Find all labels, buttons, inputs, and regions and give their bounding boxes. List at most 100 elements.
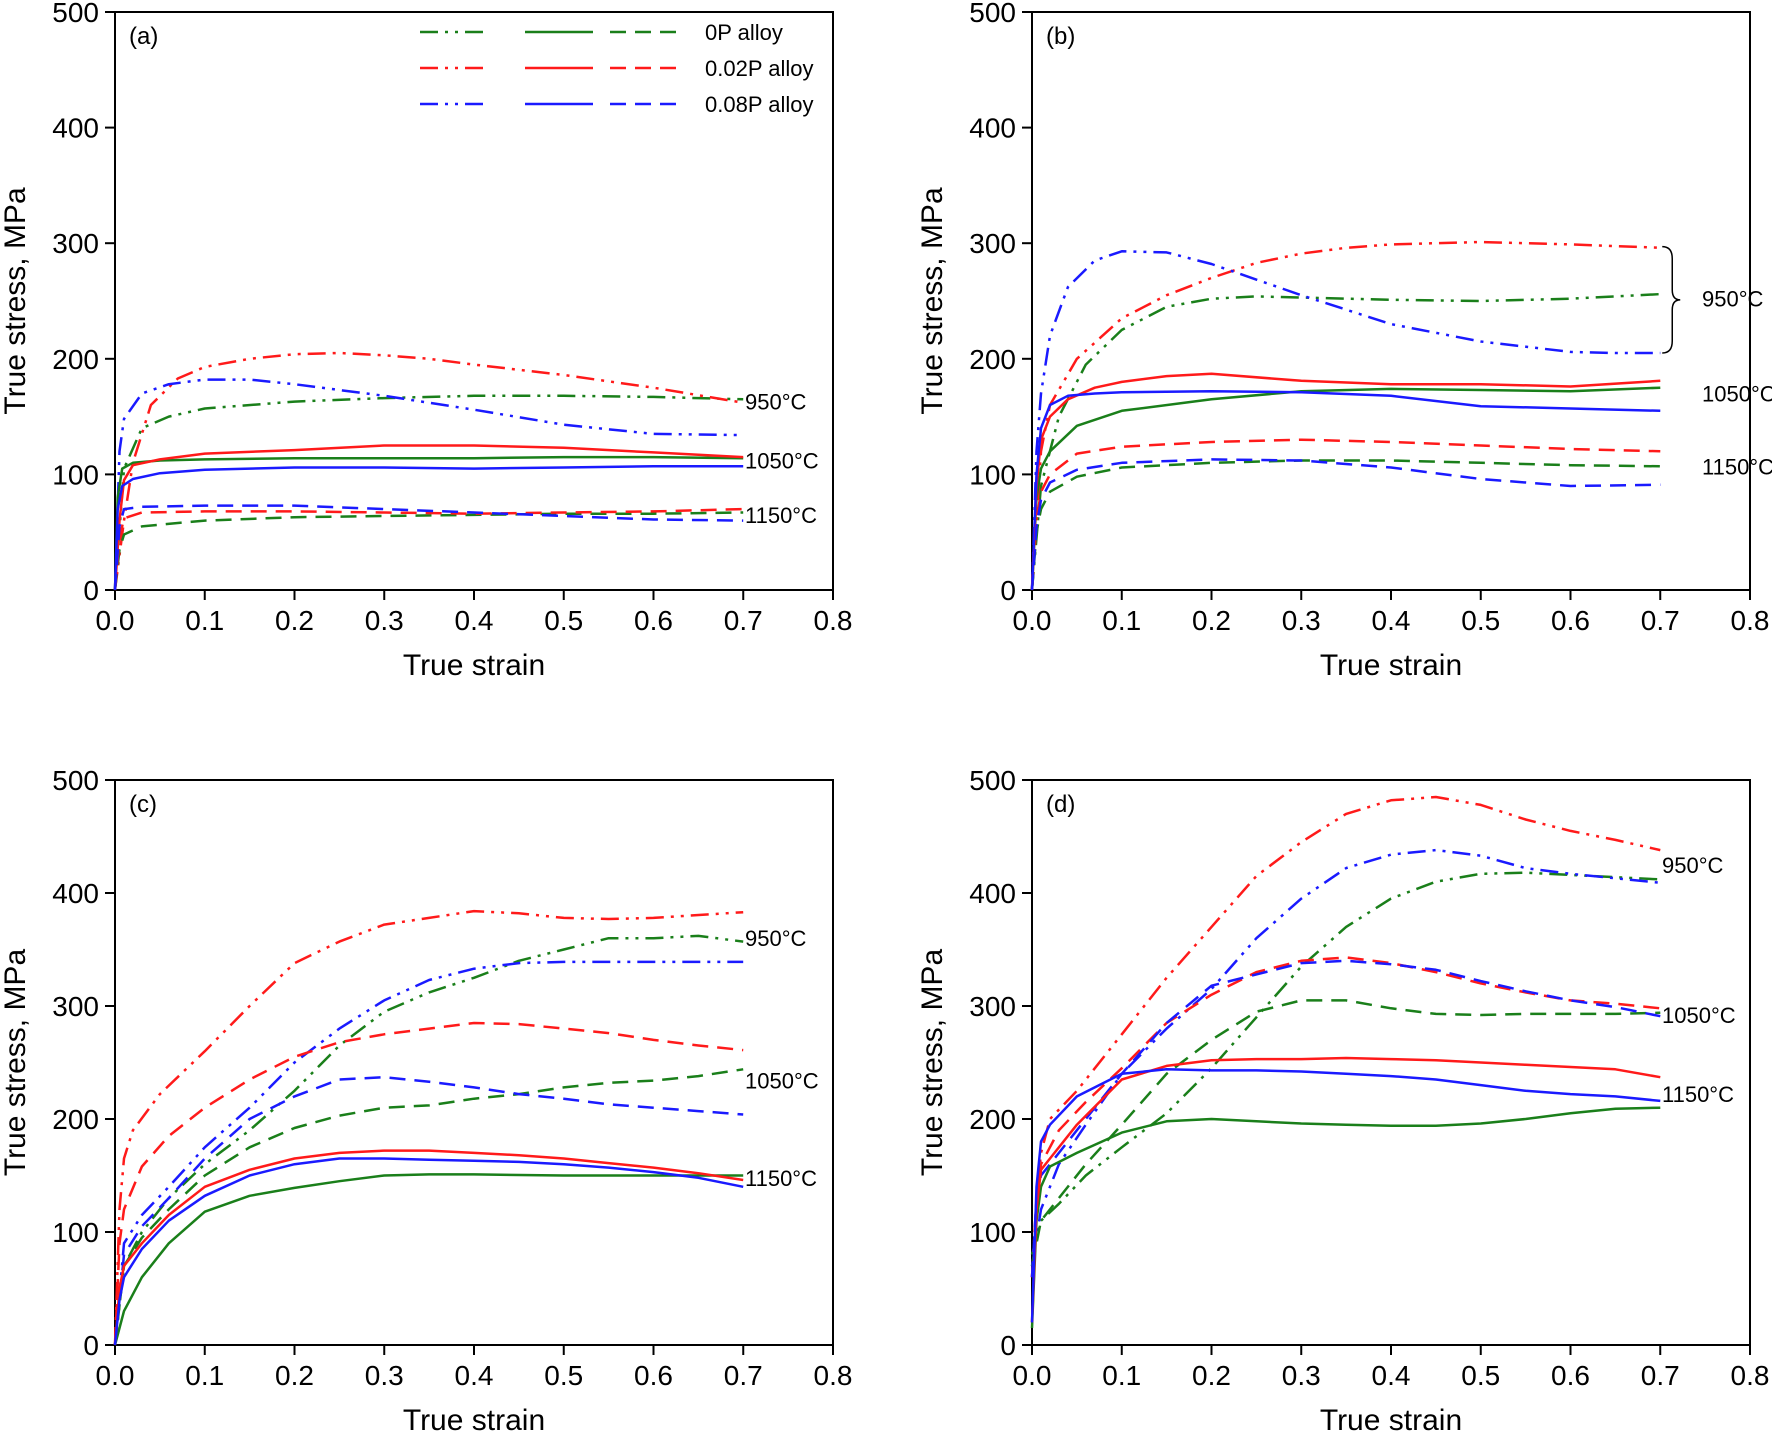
y-tick-label: 400 [969,113,1016,144]
series-line-0-08p-alloy-950 [113,378,744,591]
series-line-0p-alloy-1150 [1030,459,1661,591]
series-line-0p-alloy-950 [113,394,744,591]
series-line-0p-alloy-1050 [1030,386,1661,591]
bracket-950 [1662,245,1681,354]
chart-panel-a: 0.0 0.1 0.2 0.3 0.4 0.5 0.6 0.7 0.8 0 100 200 300 400… [0,0,852,682]
x-tick-label: 0.5 [544,1360,583,1391]
chart-panel-d: 0.0 0.1 0.2 0.3 0.4 0.5 0.6 0.7 0.8 0 100 200 300 400… [916,765,1769,1437]
x-tick-label: 0.0 [1013,1360,1052,1391]
temperature-label: 950°C [745,390,807,415]
x-tick-label: 0.2 [1192,1360,1231,1391]
y-tick-label: 200 [969,1104,1016,1135]
x-tick-label: 0.7 [724,605,763,636]
panel-label: (a) [129,23,158,50]
series-line-0-02p-alloy-1050 [1030,956,1661,1278]
y-axis-label: True stress, MPa [0,187,32,415]
series-line-0p-alloy-950 [1030,871,1661,1255]
y-tick-label: 0 [1000,1330,1016,1361]
x-tick-label: 0.8 [1731,1360,1770,1391]
panel-label: (c) [129,791,157,818]
x-tick-label: 0.4 [1372,605,1411,636]
y-tick-label: 300 [969,228,1016,259]
y-tick-label: 100 [52,1217,99,1248]
temperature-label: 1050°C [745,449,819,474]
x-tick-label: 0.8 [814,1360,853,1391]
y-tick-label: 300 [969,991,1016,1022]
y-tick-label: 300 [52,991,99,1022]
series-line-0-08p-alloy-1150 [1030,1068,1661,1323]
x-tick-label: 0.4 [455,1360,494,1391]
temperature-label: 950°C [1702,287,1764,312]
series-line-0-02p-alloy-950 [1030,240,1661,591]
x-tick-label: 0.4 [455,605,494,636]
x-tick-label: 0.6 [1551,1360,1590,1391]
temperature-label: 1050°C [1662,1003,1736,1028]
temperature-label: 1150°C [745,1166,817,1191]
series-line-0p-alloy-1050 [113,455,744,591]
series-line-0-02p-alloy-1050 [1030,372,1661,591]
temperature-label: 1050°C [1702,381,1772,406]
y-tick-label: 500 [969,0,1016,28]
y-tick-label: 500 [52,0,99,28]
series-line-0p-alloy-1050 [1030,999,1661,1267]
x-tick-label: 0.0 [1013,605,1052,636]
y-tick-label: 200 [52,344,99,375]
temperature-label: 1150°C [1702,454,1772,479]
x-tick-label: 0.5 [1461,605,1500,636]
series-line-0-08p-alloy-1150 [113,504,744,591]
x-axis-label: True strain [1320,649,1462,682]
x-axis-label: True strain [403,1404,545,1437]
x-tick-label: 0.1 [1102,1360,1141,1391]
x-axis-label: True strain [1320,1404,1462,1437]
y-tick-label: 300 [52,228,99,259]
temperature-label: 1150°C [745,503,817,528]
x-tick-label: 0.1 [185,605,224,636]
x-tick-label: 0.3 [365,605,404,636]
series-line-0-08p-alloy-1050 [113,1075,744,1346]
series-line-0-08p-alloy-950 [1030,250,1661,591]
chart-panel-c: 0.0 0.1 0.2 0.3 0.4 0.5 0.6 0.7 0.8 0 100 200 300 400… [0,765,852,1437]
x-tick-label: 0.2 [1192,605,1231,636]
plot-frame [114,779,834,1346]
plot-frame [1031,779,1751,1346]
series-line-0-02p-alloy-950 [1030,795,1661,1278]
legend-label: 0P alloy [705,20,783,45]
y-axis-label: True stress, MPa [0,949,32,1177]
series-line-0p-alloy-1050 [113,1068,744,1346]
x-tick-label: 0.6 [634,1360,673,1391]
chart-panel-b: 0.0 0.1 0.2 0.3 0.4 0.5 0.6 0.7 0.8 0 100 200 300 400… [916,0,1772,682]
x-tick-label: 0.1 [1102,605,1141,636]
series-line-0-08p-alloy-1150 [113,1157,744,1346]
series-line-0-08p-alloy-950 [113,960,744,1346]
y-axis-label: True stress, MPa [916,187,949,415]
series-line-0-02p-alloy-1150 [113,507,744,591]
y-tick-label: 500 [52,765,99,796]
legend-label: 0.02P alloy [705,56,813,81]
series-line-0-02p-alloy-950 [113,351,744,591]
y-tick-label: 400 [52,878,99,909]
x-tick-label: 0.6 [634,605,673,636]
x-tick-label: 0.3 [1282,1360,1321,1391]
series-line-0-02p-alloy-1150 [1030,1056,1661,1323]
series-line-0p-alloy-1150 [113,511,744,591]
y-tick-label: 400 [52,113,99,144]
temperature-label: 950°C [745,926,807,951]
series-line-0p-alloy-950 [1030,292,1661,591]
y-tick-label: 0 [83,1330,99,1361]
x-axis-label: True strain [403,649,545,682]
series-line-0p-alloy-1150 [113,1173,744,1346]
series-line-0-02p-alloy-950 [113,909,744,1346]
x-tick-label: 0.7 [1641,1360,1680,1391]
x-tick-label: 0.3 [365,1360,404,1391]
x-tick-label: 0.4 [1372,1360,1411,1391]
x-tick-label: 0.2 [275,1360,314,1391]
x-tick-label: 0.7 [724,1360,763,1391]
y-tick-label: 100 [969,1217,1016,1248]
temperature-label: 1050°C [745,1069,819,1094]
x-tick-label: 0.0 [96,1360,135,1391]
panel-label: (b) [1046,23,1075,50]
series-line-0-08p-alloy-1050 [1030,389,1661,591]
x-tick-label: 0.8 [1731,605,1770,636]
series-line-0-02p-alloy-1150 [113,1149,744,1346]
